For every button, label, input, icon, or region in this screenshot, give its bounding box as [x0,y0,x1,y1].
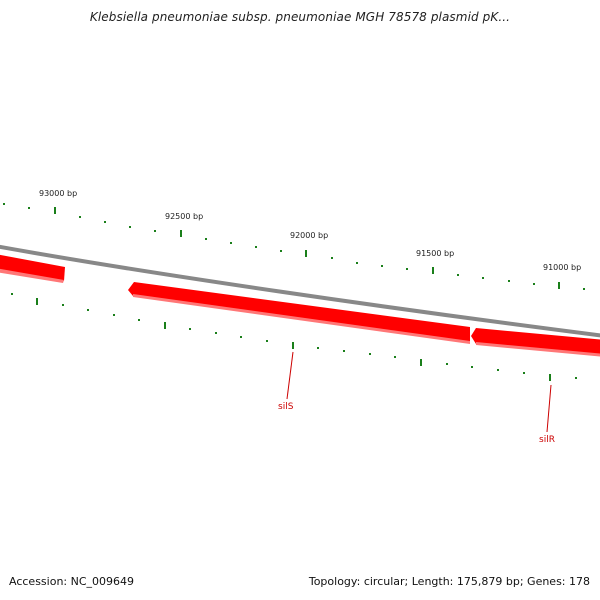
gene-label-silr[interactable]: silR [539,435,555,445]
plasmid-backbone [0,244,600,338]
gene-leader-sils [286,351,294,400]
gene-label-sils[interactable]: silS [278,402,294,412]
position-label-93000: 93000 bp [39,189,77,198]
gene-arrow-sils[interactable] [128,282,470,344]
gene-arrow-left[interactable] [0,254,65,283]
outer-tick-marks [3,203,585,290]
position-label-92000: 92000 bp [290,231,328,240]
summary-label: Topology: circular; Length: 175,879 bp; … [308,575,590,588]
map-title: Klebsiella pneumoniae subsp. pneumoniae … [89,10,511,24]
inner-tick-marks [11,293,577,381]
gene-leader-silr [546,384,552,433]
accession-label: Accession: NC_009649 [9,575,135,588]
position-label-91000: 91000 bp [543,263,581,272]
position-label-92500: 92500 bp [165,212,203,221]
gene-arrow-silr[interactable] [471,328,600,357]
position-label-91500: 91500 bp [416,249,454,258]
